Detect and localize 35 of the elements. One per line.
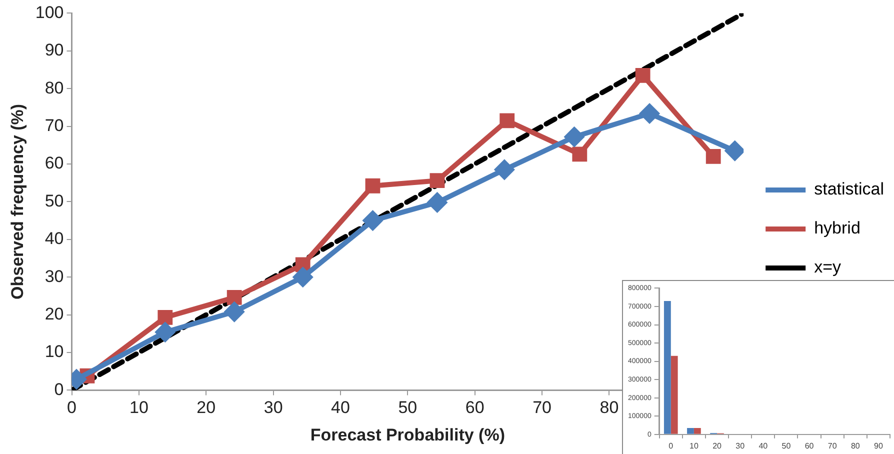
y-tick-label: 90 — [44, 40, 64, 60]
x-tick-label: 70 — [828, 441, 838, 450]
x-tick-label: 50 — [398, 398, 418, 418]
legend-label: statistical — [814, 180, 884, 199]
x-tick-label: 0 — [67, 398, 76, 418]
x-tick-label: 40 — [758, 441, 768, 450]
legend-label: hybrid — [814, 218, 860, 238]
x-tick-label: 30 — [264, 398, 283, 418]
y-tick-label: 70 — [44, 116, 64, 135]
x-axis-title: Forecast Probability (%) — [310, 425, 505, 444]
y-tick-label: 10 — [44, 342, 64, 362]
legend-label: x=y — [814, 258, 842, 277]
x-tick-label: 70 — [532, 398, 552, 418]
x-tick-label: 90 — [874, 441, 884, 450]
y-tick-label: 40 — [44, 229, 64, 248]
x-tick-label: 10 — [690, 441, 699, 450]
y-tick-label: 80 — [44, 78, 64, 98]
y-tick-label: 20 — [44, 304, 64, 324]
y-tick-label: 30 — [44, 266, 64, 286]
x-tick-label: 80 — [600, 398, 619, 418]
x-tick-label: 0 — [668, 441, 674, 450]
x-tick-label: 10 — [129, 398, 148, 418]
x-tick-label: 50 — [782, 441, 792, 450]
y-tick-label: 100 — [35, 2, 64, 22]
y-axis-title: Observed frequency (%) — [8, 104, 27, 300]
x-tick-label: 20 — [712, 441, 722, 450]
y-tick-label: 0 — [54, 380, 64, 399]
y-tick-label: 50 — [44, 191, 64, 210]
x-tick-label: 80 — [850, 441, 860, 450]
x-tick-label: 30 — [736, 441, 746, 450]
x-tick-label: 20 — [196, 398, 216, 418]
x-tick-label: 60 — [804, 441, 814, 450]
x-tick-label: 40 — [331, 398, 350, 418]
y-tick-label: 60 — [44, 154, 64, 173]
x-tick-label: 60 — [465, 398, 484, 418]
